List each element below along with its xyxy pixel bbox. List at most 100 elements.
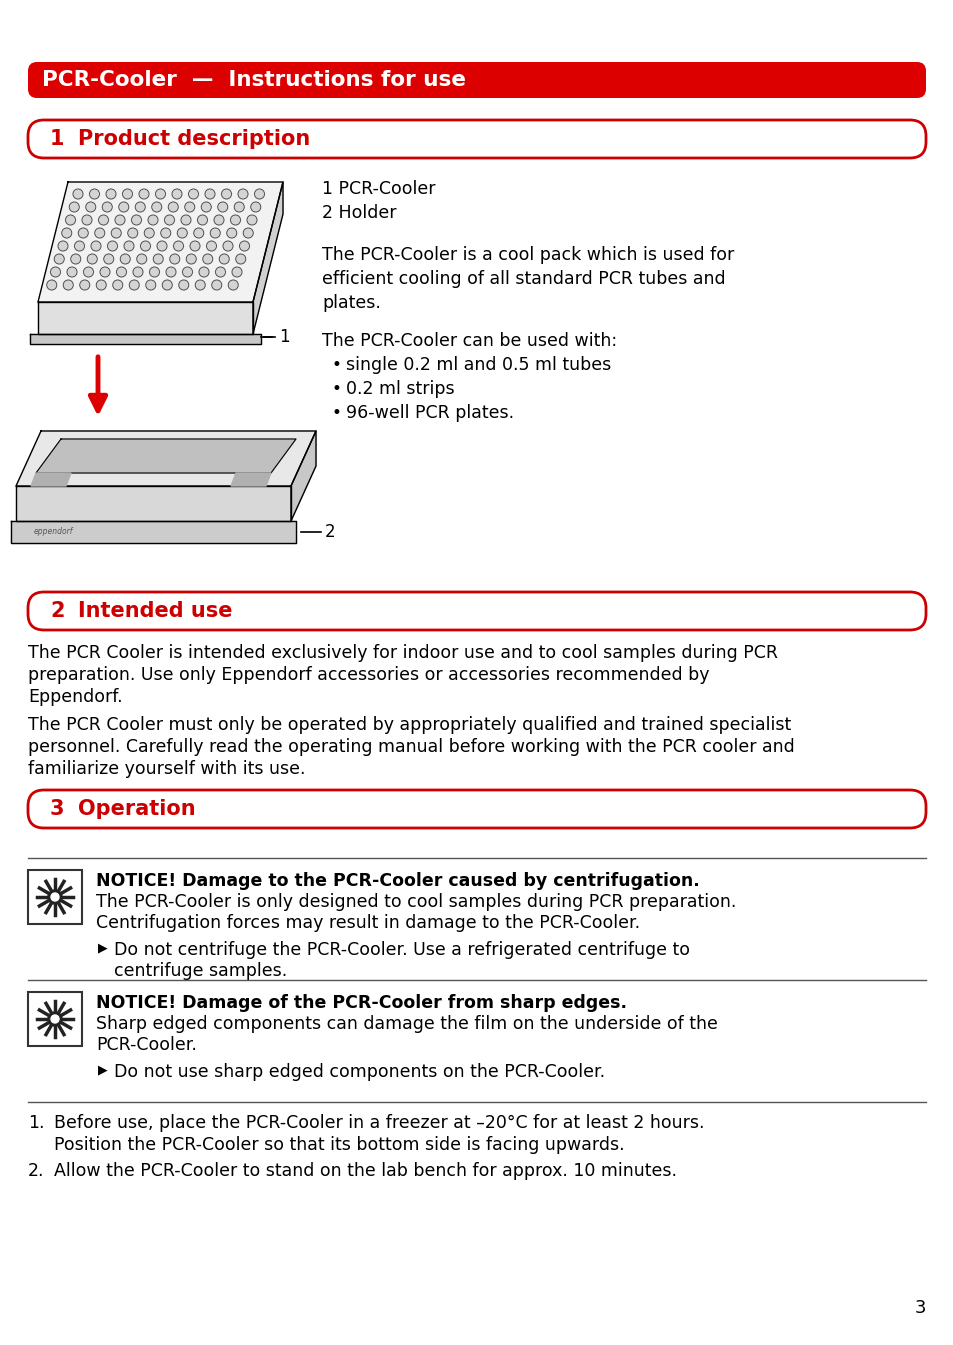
Circle shape [67, 268, 77, 277]
Circle shape [91, 241, 101, 252]
Text: 96-well PCR plates.: 96-well PCR plates. [346, 404, 514, 422]
Circle shape [54, 254, 64, 264]
Circle shape [178, 280, 189, 291]
Circle shape [62, 229, 71, 238]
Circle shape [70, 202, 79, 213]
Circle shape [122, 190, 132, 199]
Circle shape [247, 215, 256, 225]
FancyBboxPatch shape [28, 870, 82, 924]
Polygon shape [30, 334, 261, 344]
Circle shape [90, 190, 99, 199]
Text: The PCR-Cooler can be used with:: The PCR-Cooler can be used with: [322, 332, 617, 350]
Circle shape [58, 241, 68, 252]
Text: familiarize yourself with its use.: familiarize yourself with its use. [28, 760, 305, 777]
Circle shape [146, 280, 155, 291]
Circle shape [195, 280, 205, 291]
Text: 3: 3 [50, 799, 65, 819]
Circle shape [106, 190, 116, 199]
Circle shape [219, 254, 229, 264]
Circle shape [98, 215, 109, 225]
Circle shape [228, 280, 238, 291]
Circle shape [227, 229, 236, 238]
Circle shape [96, 280, 106, 291]
Text: PCR-Cooler  —  Instructions for use: PCR-Cooler — Instructions for use [42, 70, 465, 90]
Circle shape [108, 241, 117, 252]
Text: ▶: ▶ [98, 941, 108, 954]
Circle shape [190, 241, 200, 252]
Text: •: • [332, 381, 341, 398]
Circle shape [128, 229, 137, 238]
Circle shape [136, 254, 147, 264]
Circle shape [234, 202, 244, 213]
Circle shape [87, 254, 97, 264]
Circle shape [84, 268, 93, 277]
Circle shape [63, 280, 73, 291]
Text: The PCR Cooler must only be operated by appropriately qualified and trained spec: The PCR Cooler must only be operated by … [28, 716, 790, 734]
Circle shape [48, 890, 62, 904]
Circle shape [235, 254, 246, 264]
Circle shape [199, 268, 209, 277]
Text: NOTICE! Damage of the PCR-Cooler from sharp edges.: NOTICE! Damage of the PCR-Cooler from sh… [96, 994, 626, 1011]
Text: Before use, place the PCR-Cooler in a freezer at –20°C for at least 2 hours.: Before use, place the PCR-Cooler in a fr… [54, 1114, 703, 1132]
Circle shape [157, 241, 167, 252]
Circle shape [210, 229, 220, 238]
Circle shape [144, 229, 154, 238]
Circle shape [51, 1015, 59, 1024]
FancyBboxPatch shape [28, 993, 82, 1046]
Circle shape [243, 229, 253, 238]
Text: 1 PCR-Cooler: 1 PCR-Cooler [322, 180, 435, 198]
Text: Product description: Product description [78, 129, 310, 149]
Circle shape [213, 215, 224, 225]
Circle shape [153, 254, 163, 264]
Circle shape [47, 280, 56, 291]
Circle shape [201, 202, 211, 213]
Circle shape [86, 202, 95, 213]
Circle shape [115, 215, 125, 225]
Circle shape [120, 254, 131, 264]
FancyBboxPatch shape [28, 790, 925, 829]
Text: preparation. Use only Eppendorf accessories or accessories recommended by: preparation. Use only Eppendorf accessor… [28, 666, 709, 685]
Text: The PCR Cooler is intended exclusively for indoor use and to cool samples during: The PCR Cooler is intended exclusively f… [28, 644, 778, 662]
Text: 0.2 ml strips: 0.2 ml strips [346, 381, 455, 398]
Text: 2: 2 [50, 601, 65, 621]
Circle shape [82, 215, 91, 225]
Circle shape [51, 268, 60, 277]
Polygon shape [38, 303, 253, 334]
FancyBboxPatch shape [28, 120, 925, 157]
Circle shape [166, 268, 175, 277]
Text: Sharp edged components can damage the film on the underside of the: Sharp edged components can damage the fi… [96, 1015, 717, 1033]
Text: NOTICE! Damage to the PCR-Cooler caused by centrifugation.: NOTICE! Damage to the PCR-Cooler caused … [96, 872, 699, 890]
Circle shape [221, 190, 232, 199]
Circle shape [78, 229, 89, 238]
Circle shape [189, 190, 198, 199]
Circle shape [186, 254, 196, 264]
Circle shape [197, 215, 208, 225]
Circle shape [152, 202, 162, 213]
Circle shape [71, 254, 81, 264]
Text: Allow the PCR-Cooler to stand on the lab bench for approx. 10 minutes.: Allow the PCR-Cooler to stand on the lab… [54, 1162, 677, 1180]
Text: centrifuge samples.: centrifuge samples. [113, 962, 287, 981]
Circle shape [139, 190, 149, 199]
Text: 2 Holder: 2 Holder [322, 204, 396, 222]
Text: 1: 1 [50, 129, 65, 149]
Text: Position the PCR-Cooler so that its bottom side is facing upwards.: Position the PCR-Cooler so that its bott… [54, 1137, 624, 1154]
Text: ▶: ▶ [98, 1063, 108, 1076]
Circle shape [232, 268, 242, 277]
Text: personnel. Carefully read the operating manual before working with the PCR coole: personnel. Carefully read the operating … [28, 738, 794, 756]
Circle shape [217, 202, 228, 213]
Polygon shape [291, 430, 315, 521]
Circle shape [215, 268, 225, 277]
Circle shape [73, 190, 83, 199]
Text: efficient cooling of all standard PCR tubes and: efficient cooling of all standard PCR tu… [322, 270, 725, 288]
Text: eppendorf: eppendorf [34, 527, 73, 537]
Circle shape [48, 1011, 62, 1026]
Circle shape [124, 241, 133, 252]
Text: PCR-Cooler.: PCR-Cooler. [96, 1036, 196, 1054]
Circle shape [148, 215, 158, 225]
Circle shape [173, 241, 183, 252]
Text: 2.: 2. [28, 1162, 45, 1180]
Circle shape [185, 202, 194, 213]
Circle shape [177, 229, 187, 238]
Text: Do not centrifuge the PCR-Cooler. Use a refrigerated centrifuge to: Do not centrifuge the PCR-Cooler. Use a … [113, 941, 689, 959]
Text: Centrifugation forces may result in damage to the PCR-Cooler.: Centrifugation forces may result in dama… [96, 915, 639, 932]
